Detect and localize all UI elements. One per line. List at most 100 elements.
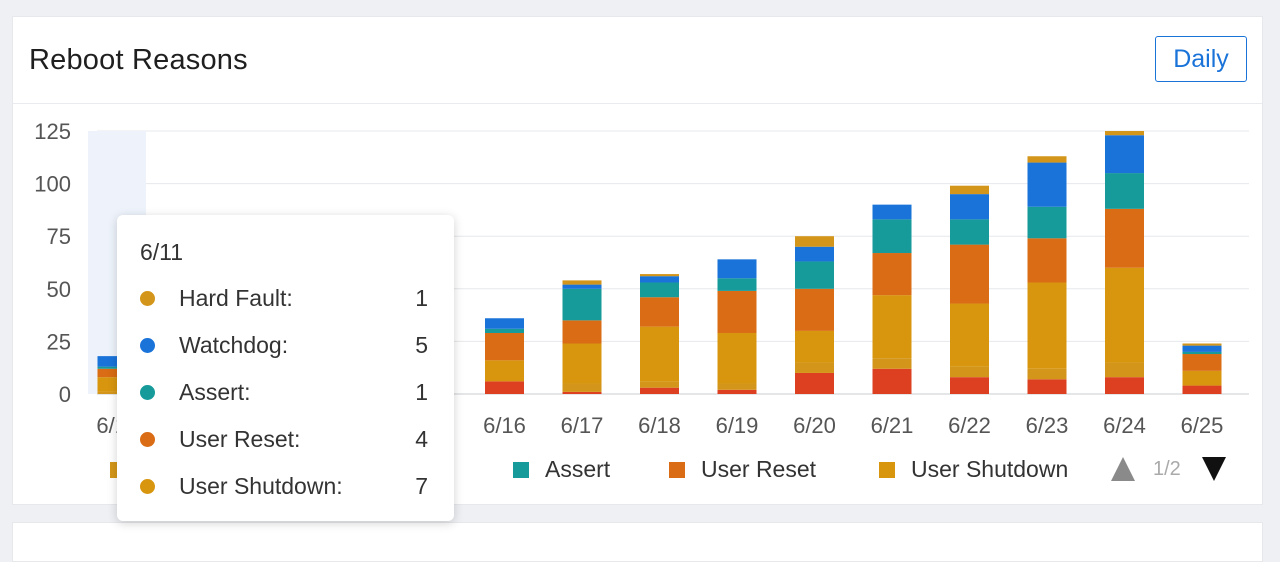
panel-title: Reboot Reasons (29, 44, 248, 76)
legend-label[interactable]: Assert (545, 456, 611, 482)
x-tick-label: 6/16 (483, 413, 526, 438)
series-dot-icon (140, 385, 155, 400)
bar-segment[interactable] (562, 280, 602, 285)
legend-prev-icon[interactable] (1111, 457, 1135, 481)
bar-segment[interactable] (717, 332, 757, 384)
bar-segment[interactable] (872, 253, 912, 296)
x-tick-label: 6/21 (871, 413, 914, 438)
x-tick-label: 6/22 (948, 413, 991, 438)
legend-swatch[interactable] (879, 462, 895, 478)
x-tick-label: 6/18 (638, 413, 681, 438)
tooltip-series-value: 7 (415, 473, 428, 499)
bar-segment[interactable] (562, 383, 602, 392)
bar-segment[interactable] (795, 261, 834, 289)
bar-segment[interactable] (640, 387, 679, 394)
bar-segment[interactable] (1182, 385, 1222, 394)
bar-segment[interactable] (562, 320, 602, 344)
bar-segment[interactable] (485, 360, 524, 382)
bar-segment[interactable] (562, 288, 602, 321)
x-tick-label: 6/23 (1026, 413, 1069, 438)
bar-segment[interactable] (950, 377, 989, 394)
bar-segment[interactable] (1182, 351, 1222, 355)
bar-segment[interactable] (1027, 156, 1067, 163)
daily-button[interactable]: Daily (1155, 36, 1247, 82)
bar-segment[interactable] (795, 372, 834, 394)
series-dot-icon (140, 432, 155, 447)
bar-segment[interactable] (1105, 267, 1144, 363)
bar-segment[interactable] (562, 343, 602, 384)
tooltip-series-name: Watchdog: (179, 332, 289, 358)
x-tick-label: 6/20 (793, 413, 836, 438)
bar-segment[interactable] (950, 219, 989, 245)
tooltip-series-value: 1 (415, 379, 428, 405)
bar-segment[interactable] (795, 236, 834, 247)
legend-label[interactable]: User Reset (701, 456, 817, 482)
legend-next-icon[interactable] (1202, 457, 1226, 481)
bar-segment[interactable] (1182, 343, 1222, 346)
bar-segment[interactable] (640, 276, 679, 283)
bar-segment[interactable] (485, 328, 524, 333)
bar-segment[interactable] (640, 381, 679, 388)
bar-segment[interactable] (950, 244, 989, 304)
bar-segment[interactable] (485, 381, 524, 394)
bar-segment[interactable] (1182, 370, 1222, 386)
legend-swatch[interactable] (669, 462, 685, 478)
bar-segment[interactable] (640, 282, 679, 298)
bar-segment[interactable] (1105, 135, 1144, 174)
bar-segment[interactable] (1182, 345, 1222, 352)
tooltip-series-name: Hard Fault: (179, 285, 293, 311)
series-dot-icon (140, 291, 155, 306)
bar-segment[interactable] (950, 303, 989, 367)
bar-segment[interactable] (1105, 362, 1144, 378)
legend-swatch[interactable] (513, 462, 529, 478)
bar-segment[interactable] (1105, 173, 1144, 209)
tooltip-row: Hard Fault: 1 (117, 283, 454, 313)
bar-segment[interactable] (1027, 238, 1067, 283)
bar-segment[interactable] (872, 368, 912, 394)
bar-segment[interactable] (795, 246, 834, 262)
bar-segment[interactable] (950, 185, 989, 195)
y-tick-label: 75 (47, 224, 71, 249)
bar-segment[interactable] (1105, 208, 1144, 268)
bar-segment[interactable] (640, 326, 679, 382)
tooltip-row: Assert: 1 (117, 377, 454, 407)
legend-label[interactable]: User Shutdown (911, 456, 1068, 482)
bar-segment[interactable] (795, 288, 834, 331)
bar-segment[interactable] (1105, 131, 1144, 136)
y-tick-label: 0 (59, 382, 71, 407)
tooltip-series-name: User Reset: (179, 426, 301, 452)
y-tick-label: 50 (47, 277, 71, 302)
bar-segment[interactable] (1027, 206, 1067, 239)
bar-segment[interactable] (717, 278, 757, 291)
bar-segment[interactable] (485, 318, 524, 329)
bar-segment[interactable] (717, 290, 757, 333)
tooltip-row: Watchdog: 5 (117, 330, 454, 360)
bar-segment[interactable] (1027, 379, 1067, 394)
x-tick-label: 6/17 (561, 413, 604, 438)
bar-segment[interactable] (1027, 368, 1067, 380)
bar-segment[interactable] (872, 295, 912, 359)
bar-segment[interactable] (1182, 354, 1222, 371)
bar-segment[interactable] (485, 332, 524, 361)
bar-segment[interactable] (1105, 377, 1144, 394)
bar-segment[interactable] (562, 284, 602, 289)
tooltip-series-value: 1 (415, 285, 428, 311)
bar-segment[interactable] (640, 274, 679, 277)
bar-segment[interactable] (562, 391, 602, 394)
bar-segment[interactable] (640, 297, 679, 327)
bar-segment[interactable] (1027, 282, 1067, 369)
bar-segment[interactable] (950, 366, 989, 378)
bar-segment[interactable] (872, 358, 912, 369)
bar-segment[interactable] (717, 259, 757, 279)
bar-segment[interactable] (872, 204, 912, 220)
bar-segment[interactable] (950, 194, 989, 220)
header-divider (13, 103, 1262, 104)
bar-segment[interactable] (717, 389, 757, 394)
bar-segment[interactable] (795, 330, 834, 363)
bar-segment[interactable] (717, 383, 757, 390)
tooltip-series-name: Assert: (179, 379, 251, 405)
bar-segment[interactable] (1027, 162, 1067, 207)
bar-segment[interactable] (795, 362, 834, 373)
bar-segment[interactable] (872, 219, 912, 254)
legend-page-indicator: 1/2 (1153, 458, 1181, 480)
